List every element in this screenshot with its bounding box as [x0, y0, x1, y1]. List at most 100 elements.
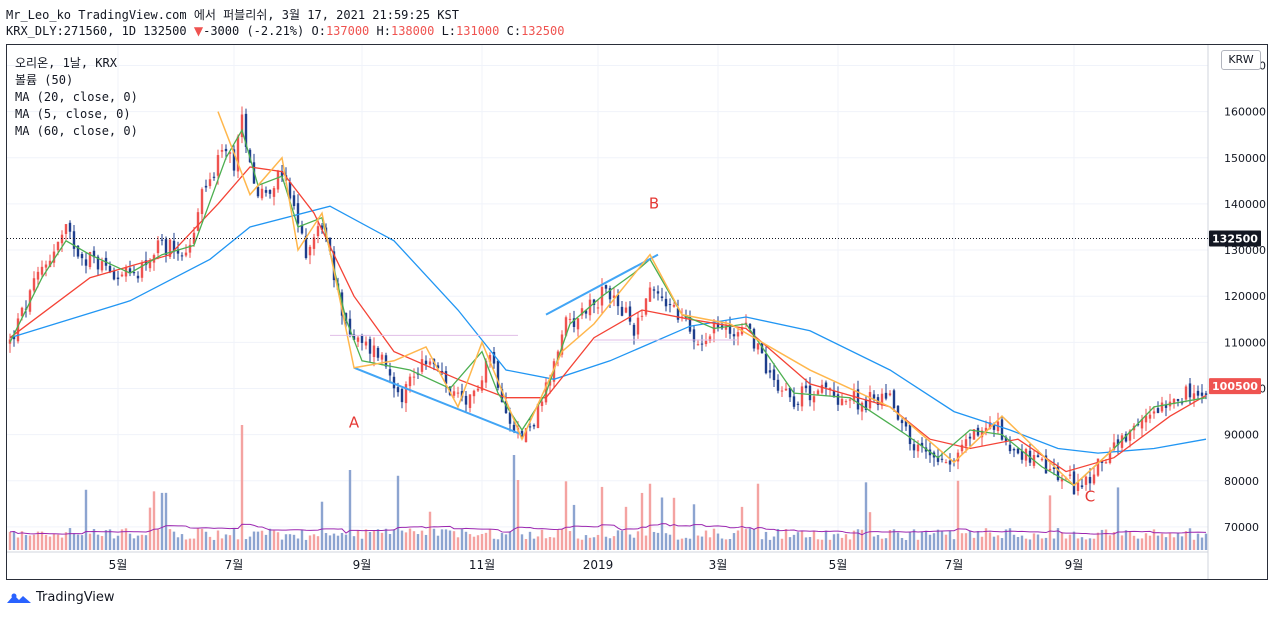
volume-bar [964, 533, 968, 550]
volume-bar [104, 530, 108, 550]
candle-body [800, 386, 804, 407]
volume-bar [384, 528, 388, 550]
price-label-text: 132500 [1212, 233, 1258, 246]
candle-body [456, 392, 460, 394]
legend-symbol[interactable]: 오리온, 1날, KRX [15, 56, 117, 70]
volume-bar [728, 538, 732, 550]
y-tick-label: 160000 [1224, 106, 1266, 119]
volume-bar [484, 532, 488, 550]
high-value: 138000 [390, 24, 435, 38]
ma5-line [9, 128, 1207, 487]
candle-body [848, 399, 852, 401]
volume-bar [288, 534, 292, 550]
wave-label: B [649, 195, 659, 213]
legend-ma20[interactable]: MA (20, close, 0) [15, 90, 138, 104]
candle-body [260, 188, 264, 199]
candle-body [492, 351, 496, 364]
volume-bar [1080, 537, 1084, 550]
candle-body [472, 390, 476, 397]
volume-bar [980, 536, 984, 550]
candle-body [180, 255, 184, 257]
volume-bar [388, 534, 392, 550]
candle-body [880, 393, 884, 406]
volume-bar [820, 539, 824, 550]
candle-body [920, 442, 924, 447]
candle-body [128, 268, 132, 274]
volume-bar [1204, 533, 1208, 550]
volume-bar [580, 539, 584, 550]
legend-ma60[interactable]: MA (60, close, 0) [15, 124, 138, 138]
volume-bar [1124, 530, 1128, 550]
candle-body [1068, 474, 1072, 476]
candle-body [856, 389, 860, 410]
volume-bar [444, 529, 448, 550]
tradingview-branding[interactable]: TradingView [6, 590, 115, 605]
candle-body [908, 424, 912, 445]
legend-ma5[interactable]: MA (5, close, 0) [15, 107, 131, 121]
candle-body [812, 396, 816, 403]
candle-body [1108, 450, 1112, 463]
candle-body [136, 275, 140, 279]
wave-label: C [1085, 488, 1095, 506]
candle-body [628, 306, 632, 322]
volume-bar [788, 537, 792, 550]
low-label: L: [441, 24, 457, 38]
candle-body [452, 391, 456, 396]
volume-bar [888, 529, 892, 550]
volume-bar [608, 538, 612, 550]
volume-bar [44, 534, 48, 550]
y-tick-label: 110000 [1224, 336, 1266, 349]
volume-bar [1128, 531, 1132, 550]
candle-body [656, 291, 660, 294]
volume-bar [352, 536, 356, 550]
candle-body [168, 239, 172, 257]
currency-button[interactable]: KRW [1221, 50, 1261, 70]
candle-body [52, 251, 56, 263]
candle-body [328, 237, 332, 252]
candle-body [916, 444, 920, 452]
volume-bar [752, 529, 756, 550]
volume-bar [1148, 535, 1152, 550]
open-label: O: [311, 24, 326, 38]
candle-body [80, 254, 84, 259]
volume-bar [368, 532, 372, 550]
candle-body [736, 332, 740, 337]
volume-bar [100, 536, 104, 550]
volume-bar [672, 497, 676, 550]
candle-body [1160, 402, 1164, 412]
volume-bar [612, 536, 616, 550]
candle-body [696, 344, 700, 346]
volume-bar [180, 534, 184, 550]
candle-body [796, 403, 800, 405]
candle-body [900, 420, 904, 424]
volume-bar [880, 538, 884, 550]
volume-bar [828, 539, 832, 550]
volume-bar [312, 534, 316, 550]
volume-bar [1020, 535, 1024, 550]
volume-bar [840, 537, 844, 550]
candle-body [384, 355, 388, 367]
volume-bar [412, 531, 416, 550]
candle-body [964, 439, 968, 447]
candle-body [392, 376, 396, 389]
candle-body [364, 341, 368, 346]
volume-bar [616, 530, 620, 550]
volume-bar [700, 536, 704, 550]
volume-bar [1008, 528, 1012, 550]
volume-bar [1040, 538, 1044, 550]
volume-bar [536, 536, 540, 550]
candle-body [352, 334, 356, 340]
candle-body [704, 340, 708, 345]
legend-volume[interactable]: 볼륨 (50) [15, 73, 74, 87]
wave-label: A [349, 414, 360, 432]
volume-bar [688, 538, 692, 550]
candle-body [1196, 390, 1200, 396]
volume-bar [652, 531, 656, 550]
volume-bar [632, 537, 636, 550]
volume-bar [772, 536, 776, 550]
candle-body [304, 235, 308, 259]
volume-bar [176, 537, 180, 550]
volume-bar [512, 455, 516, 550]
volume-bar [552, 537, 556, 550]
